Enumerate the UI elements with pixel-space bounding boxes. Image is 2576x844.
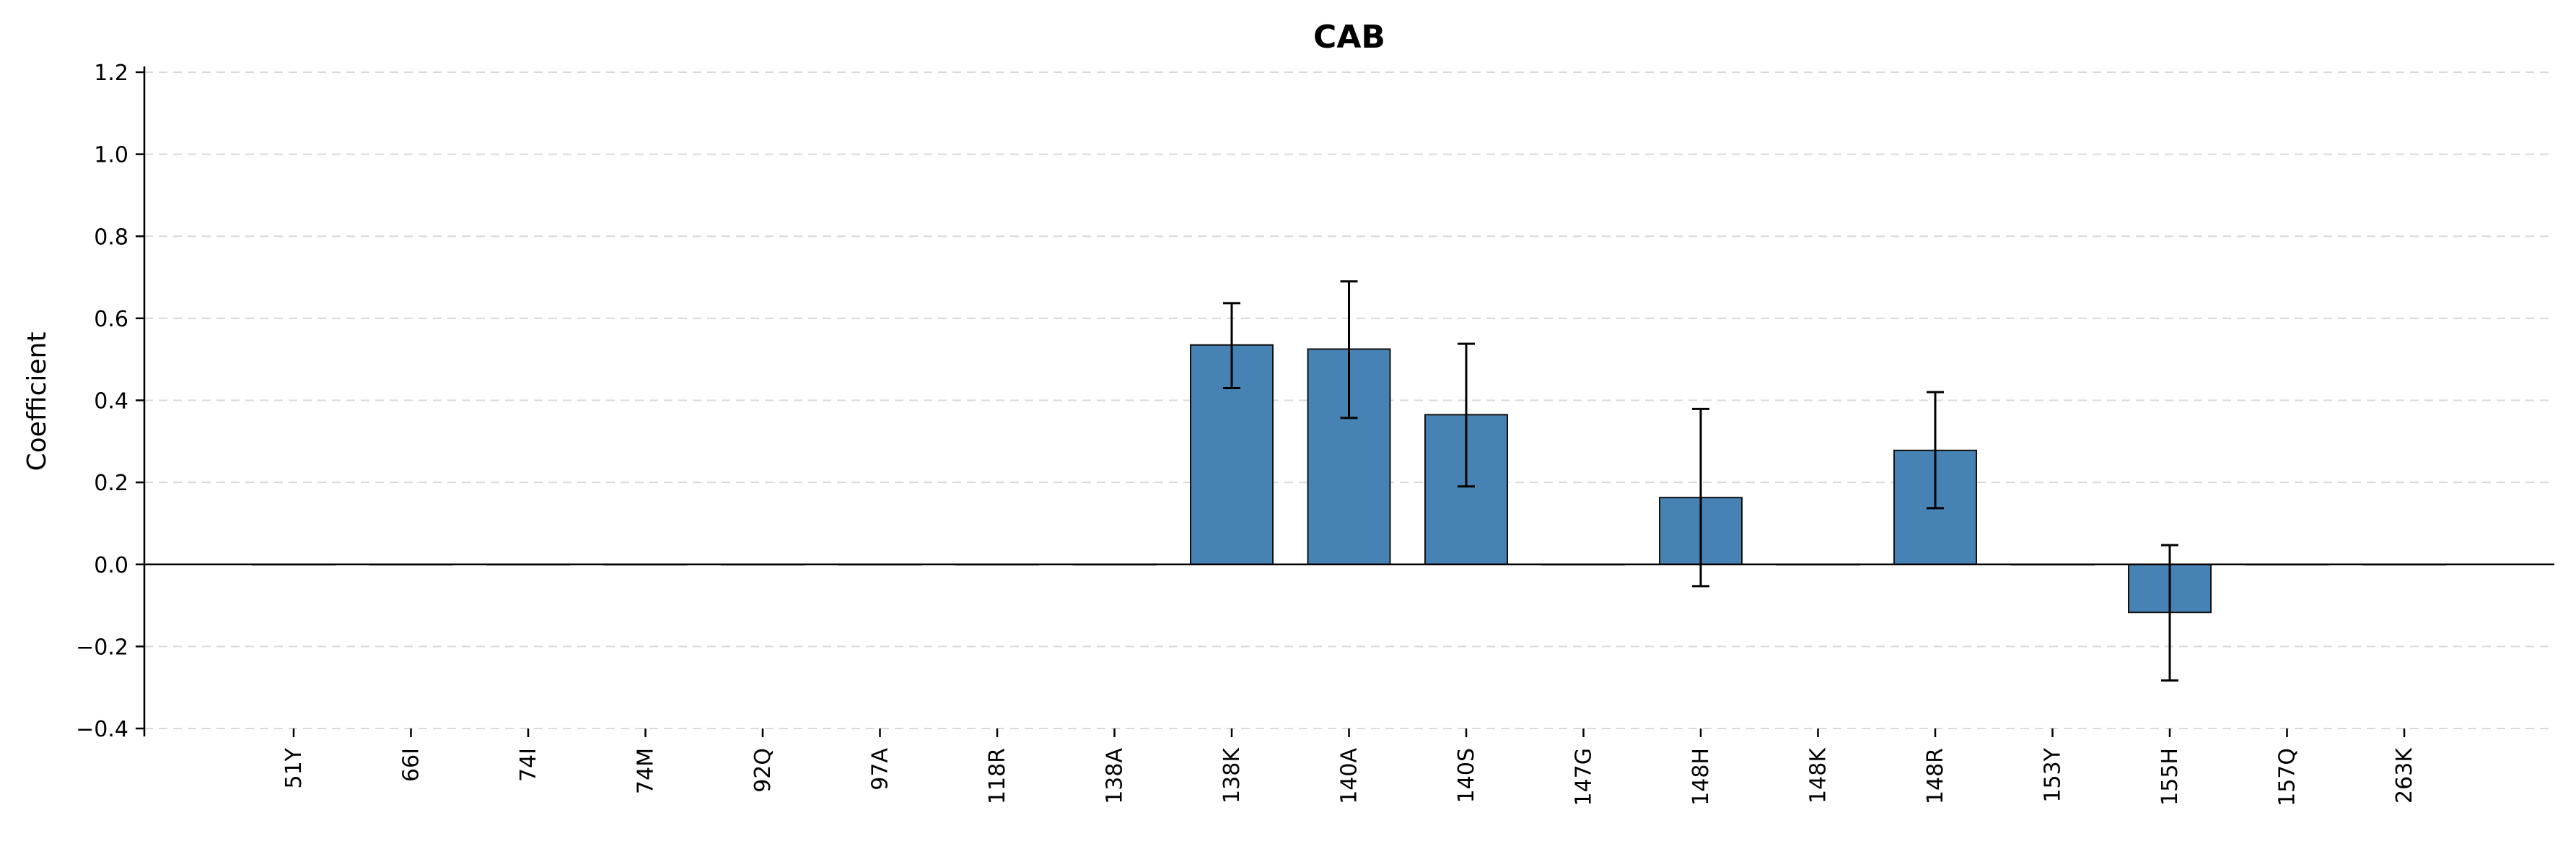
x-tick-label: 157Q	[2275, 748, 2300, 806]
y-tick-label: 1.0	[94, 143, 128, 168]
x-tick-label: 148R	[1923, 748, 1948, 804]
y-axis-label: Coefficient	[22, 332, 52, 471]
y-tick-label: −0.2	[76, 635, 128, 660]
x-tick-label: 118R	[985, 748, 1010, 804]
x-tick-label: 148K	[1806, 747, 1831, 804]
x-tick-label: 147G	[1572, 748, 1597, 806]
x-tick-label: 74M	[634, 748, 659, 794]
x-tick-label: 153Y	[2041, 747, 2066, 802]
y-ticks: −0.4 −0.2 0.0 0.2 0.4 0.6 0.8 1.0 1.2	[76, 61, 144, 742]
x-tick-label: 140A	[1337, 748, 1362, 804]
y-tick-label: 0.0	[94, 553, 128, 578]
x-tick-label: 66I	[399, 748, 424, 782]
axes	[143, 66, 2554, 736]
x-tick-label: 140S	[1454, 748, 1479, 803]
chart-title: CAB	[1313, 19, 1385, 56]
x-tick-label: 155H	[2157, 748, 2183, 806]
x-tick-label: 263K	[2392, 747, 2417, 804]
y-tick-label: 0.6	[94, 307, 128, 332]
x-ticks: 51Y 66I 74I 74M 92Q 97A 118R 138A 138K 140A 140S 14…	[281, 728, 2417, 806]
x-tick-label: 148H	[1688, 748, 1714, 806]
x-tick-label: 51Y	[281, 747, 307, 788]
y-tick-label: 0.2	[94, 471, 128, 496]
x-tick-label: 74I	[516, 748, 541, 782]
y-tick-label: 0.8	[94, 225, 128, 250]
y-tick-label: −0.4	[76, 717, 128, 742]
y-tick-label: 0.4	[94, 389, 128, 414]
x-tick-label: 92Q	[750, 748, 776, 793]
error-bars	[1223, 280, 2178, 682]
x-tick-label: 138K	[1219, 747, 1245, 804]
y-tick-label: 1.2	[94, 61, 128, 86]
x-tick-label: 97A	[868, 748, 893, 791]
x-tick-label: 138A	[1103, 748, 1128, 804]
